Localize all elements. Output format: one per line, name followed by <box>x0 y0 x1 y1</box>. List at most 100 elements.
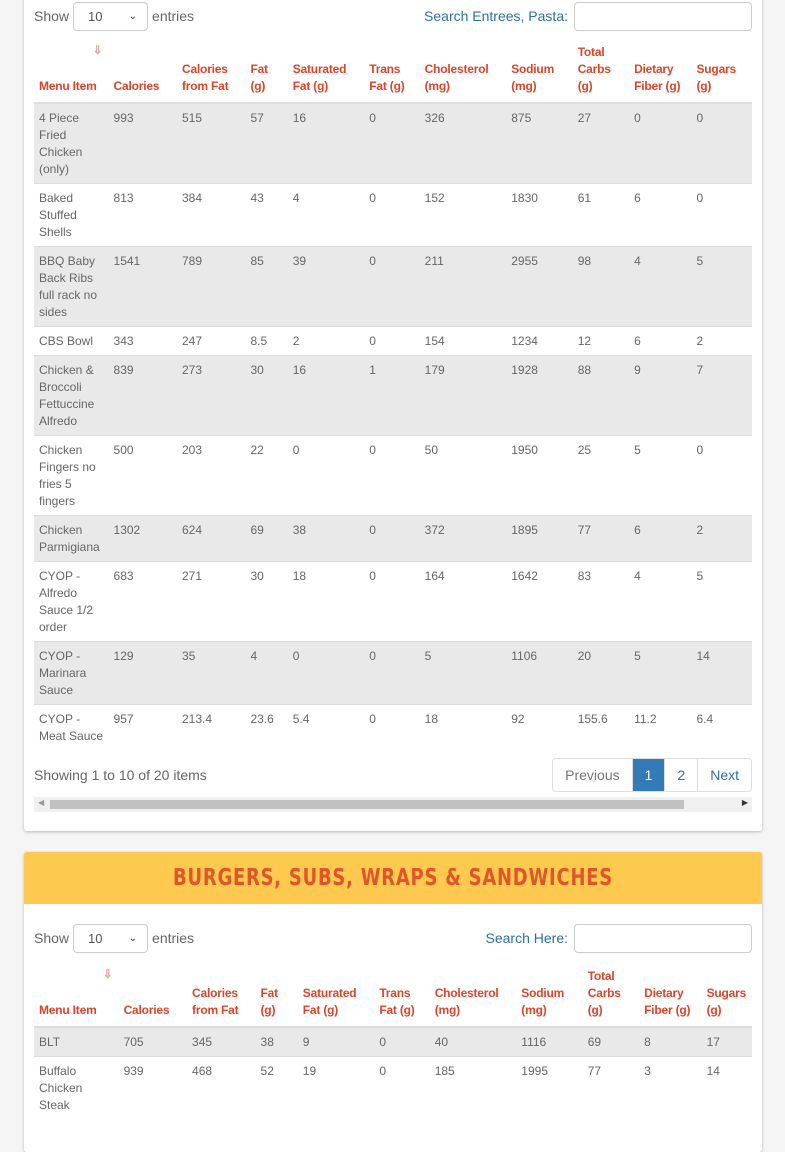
column-header[interactable]: Fat (g) <box>255 968 298 1028</box>
table-cell: 5 <box>419 641 507 705</box>
table-cell: 40 <box>429 1026 517 1057</box>
previous-button[interactable]: Previous <box>565 767 620 783</box>
table-cell: 179 <box>419 355 507 436</box>
column-header-label: Cholesterol (mg) <box>424 62 489 93</box>
table-cell: 57 <box>245 102 288 184</box>
column-header[interactable]: Trans Fat (g) <box>364 44 420 104</box>
column-header[interactable]: Sodium (mg) <box>516 968 583 1028</box>
column-header[interactable]: Trans Fat (g) <box>374 968 430 1028</box>
table-row: BBQ Baby Back Ribs full rack no sides 154… <box>34 246 752 327</box>
table-cell: 5 <box>629 435 692 516</box>
page-size-select[interactable]: 10 ⌄ <box>73 923 149 953</box>
search-input[interactable] <box>574 923 752 953</box>
next-button[interactable]: Next <box>697 759 751 791</box>
table-cell: 18 <box>419 704 507 750</box>
column-header[interactable]: Calories <box>118 968 188 1028</box>
table-cell: 23.6 <box>245 704 288 750</box>
column-header-label: Fat (g) <box>250 62 268 93</box>
menu-item-cell: CYOP - Marinara Sauce <box>34 641 109 705</box>
column-header[interactable]: Total Carbs (g) <box>572 44 630 104</box>
column-header[interactable]: Sugars (g) <box>691 44 752 104</box>
column-header[interactable]: Calories from Fat <box>187 968 256 1028</box>
column-header[interactable]: Cholesterol (mg) <box>429 968 517 1028</box>
column-header[interactable]: Cholesterol (mg) <box>419 44 507 104</box>
page-2-button[interactable]: 2 <box>664 759 697 791</box>
table-cell: 43 <box>245 183 288 247</box>
table-cell: 9 <box>297 1026 375 1057</box>
table-info: Showing 1 to 10 of 20 items <box>34 767 207 783</box>
sort-amount-icon[interactable]: ⇓ <box>92 43 103 57</box>
page-size-select[interactable]: 10 ⌄ <box>73 1 149 31</box>
table-cell: 6 <box>629 515 692 562</box>
table-cell: 39 <box>287 246 365 327</box>
menu-item-cell: Chicken Parmigiana <box>34 515 109 562</box>
table-cell: 813 <box>108 183 177 247</box>
table-cell: 247 <box>176 326 246 356</box>
table-cell: 211 <box>419 246 507 327</box>
column-header[interactable]: Sugars (g) <box>701 968 752 1028</box>
sort-amount-icon[interactable]: ⇓ <box>102 967 113 981</box>
column-header[interactable]: Menu Item ⇓ <box>34 43 109 104</box>
table-cell: 11.2 <box>629 704 692 750</box>
horizontal-scrollbar[interactable]: ◀ ▶ <box>34 797 752 812</box>
page-1-button[interactable]: 1 <box>631 759 665 791</box>
table-cell: 14 <box>691 641 752 705</box>
table-cell: 0 <box>364 435 420 516</box>
column-header[interactable]: Calories from Fat <box>176 44 246 104</box>
column-header-label: Sugars (g) <box>706 986 747 1017</box>
column-header[interactable]: Calories <box>108 44 177 104</box>
column-header[interactable]: Total Carbs (g) <box>582 968 640 1028</box>
column-header[interactable]: Saturated Fat (g) <box>297 968 375 1028</box>
table-cell: 19 <box>297 1056 375 1119</box>
table-cell: 20 <box>572 641 630 705</box>
page-size-value: 10 <box>88 8 103 24</box>
column-header[interactable]: Sodium (mg) <box>506 44 573 104</box>
table-cell: 0 <box>364 326 420 356</box>
table-cell: 0 <box>364 704 420 750</box>
table-cell: 27 <box>572 102 630 184</box>
table-row: Chicken Fingers no fries 5 fingers 500 203… <box>34 435 752 516</box>
column-header-label: Calories from Fat <box>181 62 229 93</box>
column-header[interactable]: Fat (g) <box>245 44 288 104</box>
table-cell: 1642 <box>506 561 573 642</box>
column-header-label: Fat (g) <box>260 986 279 1017</box>
table-cell: 8.5 <box>245 326 288 356</box>
table-cell: 993 <box>108 102 177 184</box>
table-cell: 345 <box>187 1026 256 1057</box>
column-header[interactable]: Menu Item ⇓ <box>34 967 119 1028</box>
table-cell: 83 <box>572 561 630 642</box>
menu-item-cell: Buffalo Chicken Steak <box>34 1056 119 1119</box>
column-header[interactable]: Dietary Fiber (g) <box>629 44 692 104</box>
table-cell: 2 <box>287 326 365 356</box>
table-cell: 1541 <box>108 246 177 327</box>
column-header[interactable]: Saturated Fat (g) <box>287 44 365 104</box>
menu-item-cell: Chicken & Broccoli Fettuccine Alfredo <box>34 355 109 436</box>
entries-label: entries <box>152 8 195 24</box>
scroll-left-icon[interactable]: ◀ <box>38 798 45 807</box>
section-title: BURGERS, SUBS, WRAPS & SANDWICHES <box>173 865 613 891</box>
column-header[interactable]: Dietary Fiber (g) <box>639 968 702 1028</box>
table-row: BLT 705 345 38 9 0 40 1116 69 8 17 <box>34 1026 752 1057</box>
table-row: CYOP - Marinara Sauce 129 35 4 0 0 5 1106 20 5 14 <box>34 641 752 705</box>
menu-item-cell: Chicken Fingers no fries 5 fingers <box>34 435 109 516</box>
column-header-label: Calories <box>123 1003 170 1017</box>
show-label: Show <box>34 8 70 24</box>
table-cell: 213.4 <box>176 704 246 750</box>
header-row: Menu Item ⇓ Calories Calories from Fat Fat (… <box>34 43 752 104</box>
table-cell: 326 <box>419 102 507 184</box>
search-input[interactable] <box>574 1 752 31</box>
scrollbar-thumb[interactable] <box>50 800 684 809</box>
column-header-label: Sugars (g) <box>696 62 737 93</box>
table-cell: 0 <box>364 102 420 184</box>
table-cell: 1302 <box>108 515 177 562</box>
table-cell: 38 <box>255 1026 298 1057</box>
scroll-right-icon[interactable]: ▶ <box>741 798 748 807</box>
column-header-label: Saturated Fat (g) <box>302 986 357 1017</box>
table-cell: 875 <box>506 102 573 184</box>
menu-item-cell: CYOP - Alfredo Sauce 1/2 order <box>34 561 109 642</box>
table-cell: 0 <box>364 246 420 327</box>
table-cell: 683 <box>108 561 177 642</box>
table-cell: 1116 <box>516 1026 583 1057</box>
table-cell: 0 <box>374 1056 430 1119</box>
table-cell: 7 <box>691 355 752 436</box>
